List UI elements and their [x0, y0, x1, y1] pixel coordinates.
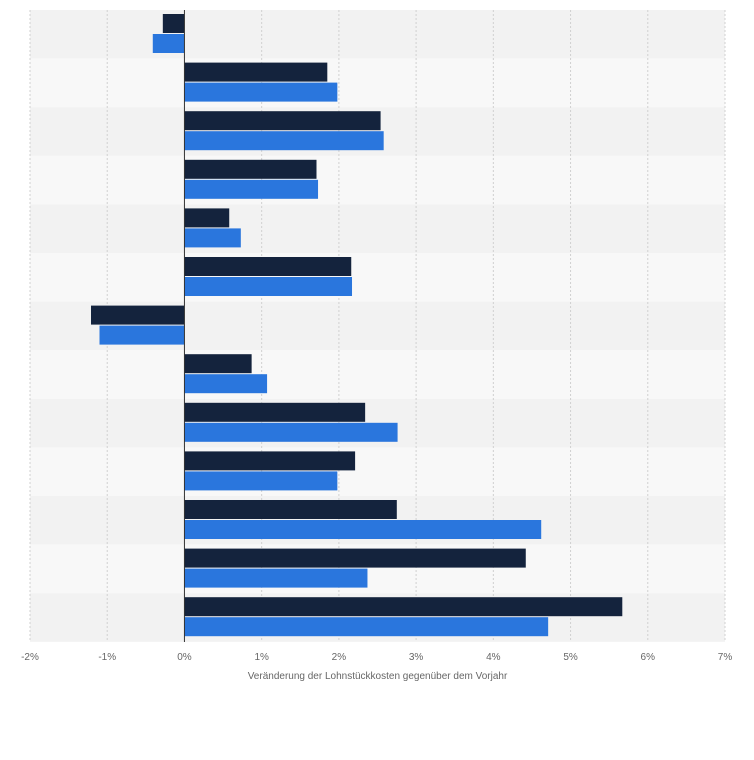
row-band [30, 204, 725, 253]
bar [184, 520, 542, 539]
bar [184, 257, 352, 276]
bar [184, 208, 230, 228]
x-tick-label: 6% [641, 652, 656, 663]
bar [184, 568, 368, 588]
bar [184, 402, 366, 422]
bar [184, 82, 338, 102]
x-tick-labels: -2% -1% 0% 1% 2% 3% 4% 5% 6% 7% [21, 652, 732, 663]
x-tick-label: -2% [21, 652, 39, 663]
bar [91, 305, 185, 325]
bar [184, 548, 526, 568]
bar [152, 34, 185, 53]
bar [184, 500, 397, 519]
row-band [30, 10, 725, 59]
x-tick-label: 4% [486, 652, 501, 663]
bar [99, 325, 185, 345]
bar [184, 179, 319, 199]
row-band [30, 447, 725, 496]
row-band [30, 253, 725, 302]
bar [162, 14, 185, 33]
x-tick-label: 2% [332, 652, 347, 663]
bar [184, 131, 384, 151]
x-tick-label: 3% [409, 652, 424, 663]
bar [184, 597, 623, 617]
x-axis-title: Veränderung der Lohnstückkosten gegenübe… [248, 671, 508, 682]
row-band [30, 58, 725, 108]
x-tick-label: 5% [563, 652, 578, 663]
x-tick-label: -1% [98, 652, 116, 663]
row-band [30, 155, 725, 205]
x-tick-label: 1% [254, 652, 269, 663]
bar [184, 374, 268, 394]
bar [184, 471, 338, 491]
x-tick-label: 7% [718, 652, 733, 663]
bar [184, 354, 252, 374]
bars [91, 14, 623, 637]
bar [184, 617, 549, 637]
bar [184, 451, 356, 471]
bar [184, 422, 398, 442]
bar [184, 111, 381, 131]
bar [184, 277, 353, 296]
bar [184, 159, 317, 179]
bar [184, 62, 328, 82]
bar [184, 228, 241, 248]
x-tick-label: 0% [177, 652, 192, 663]
row-band [30, 350, 725, 399]
